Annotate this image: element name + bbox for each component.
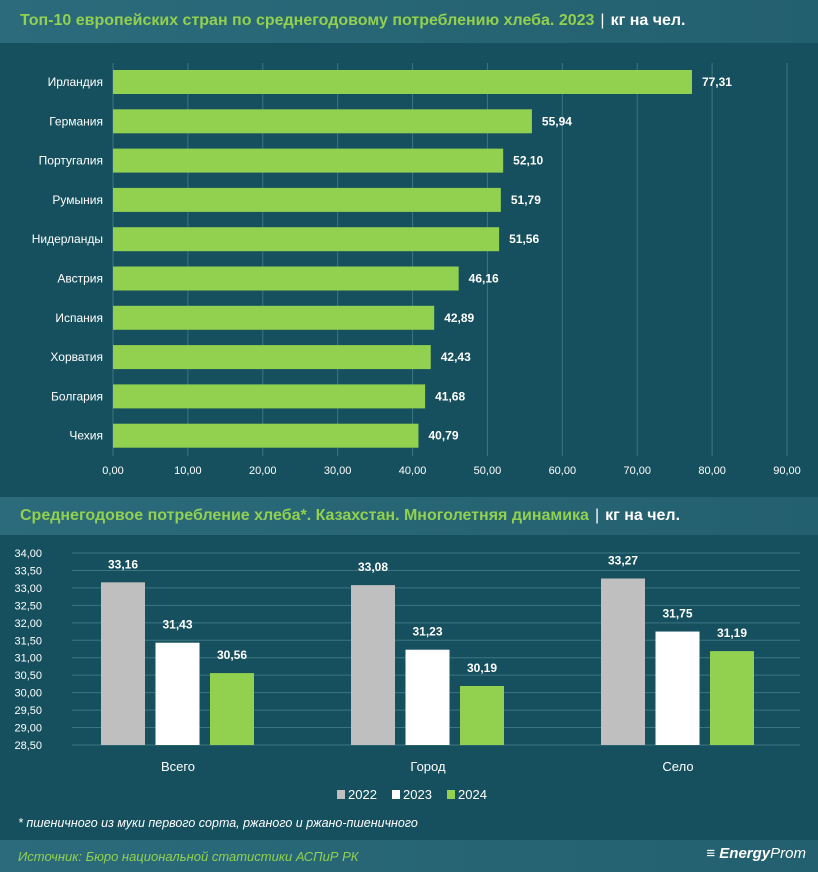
bar [113,345,431,370]
chart2-svg: 28,50 29,00 29,50 30,00 30,50 31,00 31,50 32,00… [14,548,800,802]
y-tick-label: 29,50 [14,705,42,717]
y-tick-label: 33,50 [14,565,42,577]
bar [113,148,504,173]
bar-2022 [601,578,645,745]
bar-2023 [405,649,450,745]
value-label: 33,27 [608,553,638,567]
category-label: Ирландия [48,75,103,89]
legend-swatch [337,790,345,799]
y-tick-label: 30,00 [14,688,42,700]
bar [113,227,500,252]
bar [113,266,459,291]
bar-2024 [460,686,504,745]
bar-2024 [710,651,754,745]
bar [113,305,435,330]
value-label: 46,16 [469,272,499,286]
legend-label: 2023 [403,787,432,802]
value-label: 30,19 [467,661,497,675]
y-tick-label: 31,50 [14,635,42,647]
legend-label: 2022 [348,787,377,802]
legend-swatch [392,790,400,799]
category-label: Хорватия [50,350,103,364]
x-tick-label: 50,00 [474,465,502,477]
y-tick-label: 34,00 [14,548,42,560]
category-label: Германия [49,114,103,128]
y-tick-label: 29,00 [14,723,42,735]
y-tick-label: 32,50 [14,600,42,612]
footnote: * пшеничного из муки первого сорта, ржан… [18,816,418,830]
bar [113,384,426,409]
source-text: Источник: Бюро национальной статистики А… [18,849,359,864]
value-label: 41,68 [435,389,465,403]
y-tick-label: 32,00 [14,618,42,630]
chart2-title-text: Среднегодовое потребление хлеба*. Казахс… [20,507,589,524]
value-label: 33,16 [108,557,138,571]
chart1-unit: кг на чел. [610,12,686,29]
x-tick-label: 70,00 [623,465,651,477]
value-label: 31,75 [662,607,692,621]
bar [113,423,419,448]
category-label: Село [662,759,693,774]
chart2-title: Среднегодовое потребление хлеба*. Казахс… [20,507,681,524]
category-label: Австрия [57,272,103,286]
y-tick-label: 28,50 [14,740,42,752]
value-label: 31,19 [717,626,747,640]
value-label: 31,23 [412,625,442,639]
category-label: Город [410,759,446,774]
header-band-2 [0,497,818,535]
value-label: 42,89 [444,311,474,325]
value-label: 30,56 [217,648,247,662]
value-label: 55,94 [542,114,572,128]
x-tick-label: 30,00 [324,465,352,477]
category-label: Болгария [51,389,103,403]
value-label: 52,10 [513,154,543,168]
x-tick-label: 90,00 [773,465,801,477]
header-band-1 [0,0,818,43]
x-tick-label: 0,00 [102,465,123,477]
x-tick-label: 20,00 [249,465,277,477]
value-label: 77,31 [702,75,732,89]
y-tick-label: 33,00 [14,583,42,595]
category-label: Всего [161,759,195,774]
bar-2024 [210,673,254,745]
chart1-svg: 0,00 10,00 20,00 30,00 40,00 50,00 60,00 70,00 8… [32,63,801,477]
category-label: Чехия [69,429,103,443]
bar-2023 [655,631,700,745]
legend-label: 2024 [458,787,487,802]
x-tick-label: 60,00 [549,465,577,477]
value-label: 51,79 [511,193,541,207]
x-tick-label: 40,00 [399,465,427,477]
x-tick-label: 80,00 [698,465,726,477]
category-label: Испания [55,311,103,325]
chart1-title: Топ-10 европейских стран по среднегодово… [20,12,686,29]
chart2-unit: кг на чел. [605,507,681,524]
legend-swatch [447,790,455,799]
bar-2022 [351,585,395,745]
value-label: 42,43 [441,350,471,364]
value-label: 33,08 [358,560,388,574]
y-tick-label: 30,50 [14,670,42,682]
footer-band [0,840,818,872]
category-label: Португалия [39,154,103,168]
energyprom-logo: ≡ EnergyProm [706,845,806,862]
value-label: 40,79 [428,429,458,443]
value-label: 31,43 [162,618,192,632]
value-label: 51,56 [509,232,539,246]
bar [113,70,692,94]
x-tick-label: 10,00 [174,465,202,477]
bar-2022 [101,582,145,745]
bar [113,187,501,212]
bar [113,109,532,134]
y-tick-label: 31,00 [14,653,42,665]
chart1-title-text: Топ-10 европейских стран по среднегодово… [20,12,595,29]
category-label: Румыния [52,193,103,207]
bar-2023 [155,642,200,745]
category-label: Нидерланды [32,232,103,246]
